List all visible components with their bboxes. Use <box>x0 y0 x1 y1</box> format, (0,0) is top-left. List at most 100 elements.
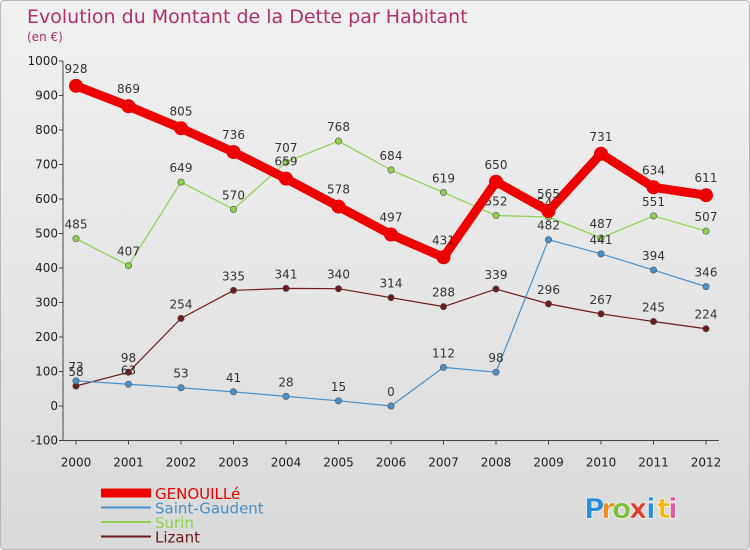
data-label: 73 <box>68 360 83 374</box>
data-point <box>387 166 395 174</box>
data-point <box>702 227 710 235</box>
data-label: 63 <box>121 363 136 377</box>
x-tick-label: 2009 <box>533 456 564 470</box>
data-point <box>279 171 293 186</box>
series-line <box>75 239 707 407</box>
y-tick-label: 300 <box>35 296 58 310</box>
brand-letter: t <box>657 492 670 525</box>
data-point <box>439 363 447 371</box>
chart-title: Evolution du Montant de la Dette par Hab… <box>27 6 468 28</box>
data-label: 98 <box>488 351 503 365</box>
data-label: 507 <box>695 210 718 224</box>
series-saint-gaudent: 73 63 53 41 28 15 0 112 98 482 441 394 346 <box>68 219 718 410</box>
data-label: 649 <box>170 161 193 175</box>
data-label: 482 <box>537 219 560 233</box>
y-tick-label: 700 <box>35 158 58 172</box>
data-point <box>230 388 238 396</box>
data-label: 441 <box>590 233 613 247</box>
chart-subtitle: (en €) <box>27 30 63 44</box>
data-point <box>177 384 185 392</box>
y-tick-label: 100 <box>35 365 58 379</box>
data-label: 346 <box>695 266 718 280</box>
data-label: 768 <box>327 120 350 134</box>
data-point <box>334 285 342 293</box>
data-label: 112 <box>432 346 455 360</box>
brand-letter: o <box>612 492 631 525</box>
series-lizant: 58 98 254 335 341 340 314 288 339 296 267 245 224 <box>68 267 718 390</box>
x-tick-label: 2004 <box>271 456 302 470</box>
y-tick-label: 500 <box>35 227 58 241</box>
data-label: 928 <box>65 62 88 76</box>
data-label: 267 <box>590 293 613 307</box>
data-label: 684 <box>380 149 403 163</box>
data-label: 394 <box>642 249 665 263</box>
data-point <box>125 368 133 376</box>
data-point <box>594 146 608 161</box>
data-point <box>649 266 657 274</box>
y-tick-label: 800 <box>35 123 58 137</box>
data-point <box>702 325 710 333</box>
data-label: 339 <box>485 268 508 282</box>
data-label: 53 <box>173 367 188 381</box>
brand-letter: x <box>629 492 647 525</box>
data-label: 485 <box>65 218 88 232</box>
data-point <box>436 250 451 265</box>
data-label: 224 <box>695 308 718 322</box>
x-tick-label: 2005 <box>323 456 354 470</box>
data-point <box>69 78 83 93</box>
axes: -100 0 100 200 300 400 500 600 700 800 900 1000 2000… <box>27 54 721 470</box>
data-point <box>121 99 136 114</box>
data-label: 570 <box>222 188 245 202</box>
legend-item: GENOUILLé <box>101 485 240 503</box>
data-label: 314 <box>380 277 403 291</box>
data-label: 487 <box>590 217 613 231</box>
legend-label: Surin <box>155 514 194 532</box>
y-tick-label: 600 <box>35 192 58 206</box>
data-label: 731 <box>590 130 613 144</box>
data-label: 497 <box>380 211 403 225</box>
x-tick-label: 2010 <box>586 456 617 470</box>
data-point <box>649 212 657 220</box>
legend-label: GENOUILLé <box>155 485 240 503</box>
x-tick-label: 2000 <box>61 456 92 470</box>
data-point <box>230 286 238 294</box>
brand-letter: r <box>601 492 615 525</box>
data-point <box>646 180 661 195</box>
data-label: 565 <box>537 187 560 201</box>
data-point <box>439 303 447 311</box>
data-point <box>282 392 290 400</box>
data-point <box>384 227 398 242</box>
data-point <box>334 397 342 405</box>
data-label: 650 <box>485 158 508 172</box>
data-point <box>439 188 447 196</box>
data-point <box>649 317 657 325</box>
data-point <box>282 158 290 166</box>
data-point <box>230 205 238 213</box>
data-label: 611 <box>695 171 718 185</box>
data-label: 407 <box>117 245 140 259</box>
data-label: 340 <box>327 268 350 282</box>
data-label: 341 <box>275 267 298 281</box>
data-point <box>544 236 552 244</box>
data-point <box>334 137 342 145</box>
legend-item: Saint-Gaudent <box>101 500 264 518</box>
data-point <box>597 250 605 258</box>
x-tick-label: 2001 <box>113 456 144 470</box>
y-tick-label: 900 <box>35 89 58 103</box>
data-label: 288 <box>432 286 455 300</box>
series-genouill-: 928 869 805 736 659 578 497 431 650 565 731 634 611 <box>65 62 718 265</box>
x-tick-label: 2011 <box>638 456 669 470</box>
data-label: 634 <box>642 163 665 177</box>
data-point <box>489 174 503 189</box>
data-label: 245 <box>642 300 665 314</box>
y-tick-label: 1000 <box>27 54 58 68</box>
data-point <box>177 178 185 186</box>
data-point <box>387 402 395 410</box>
data-label: 869 <box>117 82 140 96</box>
data-label: 805 <box>170 104 193 118</box>
data-label: 431 <box>432 233 455 247</box>
data-label: 659 <box>275 155 298 169</box>
data-point <box>492 212 500 220</box>
data-label: 335 <box>222 269 245 283</box>
